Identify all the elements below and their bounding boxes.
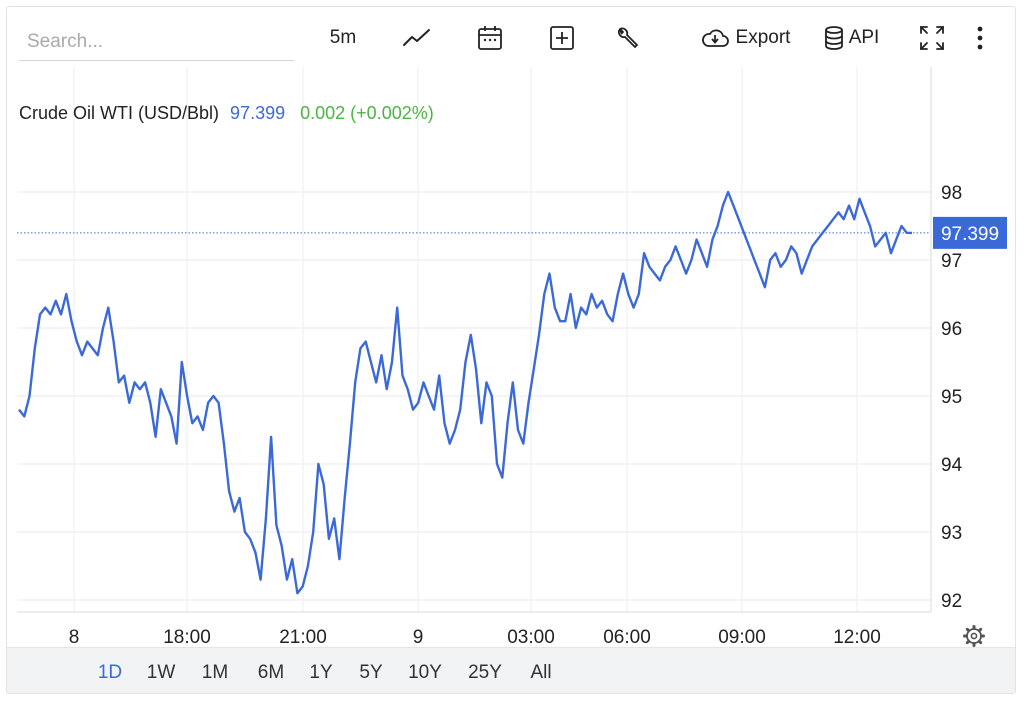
- range-5y-button[interactable]: 5Y: [359, 662, 383, 683]
- line-chart-icon: [403, 29, 430, 46]
- range-1w-button[interactable]: 1W: [146, 662, 176, 683]
- chart-type-button[interactable]: [397, 21, 437, 55]
- range-10y-button[interactable]: 10Y: [408, 662, 442, 683]
- series-layer: [17, 190, 931, 595]
- chart-area: 92 93 94 95 96 97 98 8 18:00 21:00 9 03:00 06:00 09:0…: [7, 67, 1016, 648]
- interval-selector[interactable]: 5m: [323, 21, 363, 55]
- x-tick-label: 06:00: [603, 627, 651, 647]
- range-25y-button[interactable]: 25Y: [468, 662, 502, 683]
- x-tick-label: 8: [69, 627, 80, 647]
- api-label: API: [848, 27, 880, 48]
- kebab-menu-icon: [977, 26, 983, 50]
- date-range-button[interactable]: [470, 21, 510, 55]
- range-1y-button[interactable]: 1Y: [309, 662, 333, 683]
- range-1d-button[interactable]: 1D: [93, 658, 127, 688]
- range-6m-button[interactable]: 6M: [257, 662, 285, 683]
- add-indicator-button[interactable]: [542, 21, 582, 55]
- current-price-label: 97.399: [941, 224, 999, 245]
- wrench-icon: [618, 27, 638, 48]
- grid-lines: [17, 67, 931, 612]
- axis-layer: 92 93 94 95 96 97 98 8 18:00 21:00 9 03:00 06:00 09:0…: [17, 67, 1007, 648]
- quote-header: Crude Oil WTI (USD/Bbl) 97.399 0.002 (+0…: [19, 103, 434, 123]
- y-tick-label: 93: [941, 523, 962, 544]
- range-1m-button[interactable]: 1M: [201, 662, 229, 683]
- y-tick-label: 96: [941, 319, 962, 340]
- fullscreen-icon: [920, 26, 944, 50]
- y-tick-label: 95: [941, 387, 962, 408]
- range-selector: 1D 1W 1M 6M 1Y 5Y 10Y 25Y All: [7, 647, 1015, 693]
- database-icon: [824, 26, 843, 50]
- x-tick-label: 09:00: [718, 627, 766, 647]
- chart-settings-button[interactable]: [963, 625, 985, 647]
- quote-change: 0.002 (+0.002%): [300, 103, 434, 123]
- tools-button[interactable]: [607, 21, 647, 55]
- instrument-name: Crude Oil WTI (USD/Bbl): [19, 103, 219, 123]
- y-tick-label: 98: [941, 183, 962, 204]
- x-tick-label: 9: [413, 627, 424, 647]
- more-options-button[interactable]: [965, 21, 995, 55]
- cloud-download-icon: [701, 29, 729, 47]
- gear-icon: [963, 625, 985, 647]
- search-input[interactable]: [19, 23, 294, 61]
- y-tick-label: 94: [941, 455, 963, 476]
- x-tick-label: 21:00: [279, 627, 327, 647]
- calendar-icon: [478, 26, 502, 50]
- x-tick-label: 03:00: [507, 627, 555, 647]
- current-price-badge: [933, 216, 1007, 249]
- range-all-button[interactable]: All: [530, 662, 552, 683]
- interval-label: 5m: [329, 27, 357, 48]
- export-button[interactable]: Export: [693, 21, 797, 55]
- export-label: Export: [735, 27, 791, 48]
- chart-widget: 5m: [6, 6, 1016, 694]
- price-chart[interactable]: 92 93 94 95 96 97 98 8 18:00 21:00 9 03:00 06:00 09:0…: [7, 67, 1016, 648]
- x-tick-label: 18:00: [163, 627, 211, 647]
- toolbar: 5m: [7, 7, 1015, 67]
- api-button[interactable]: API: [819, 21, 883, 55]
- fullscreen-button[interactable]: [912, 21, 952, 55]
- plus-box-icon: [550, 26, 574, 50]
- price-series-line: [18, 190, 913, 595]
- y-tick-label: 97: [941, 251, 962, 272]
- x-tick-label: 12:00: [833, 627, 881, 647]
- y-tick-label: 92: [941, 591, 962, 612]
- quote-price: 97.399: [230, 103, 285, 123]
